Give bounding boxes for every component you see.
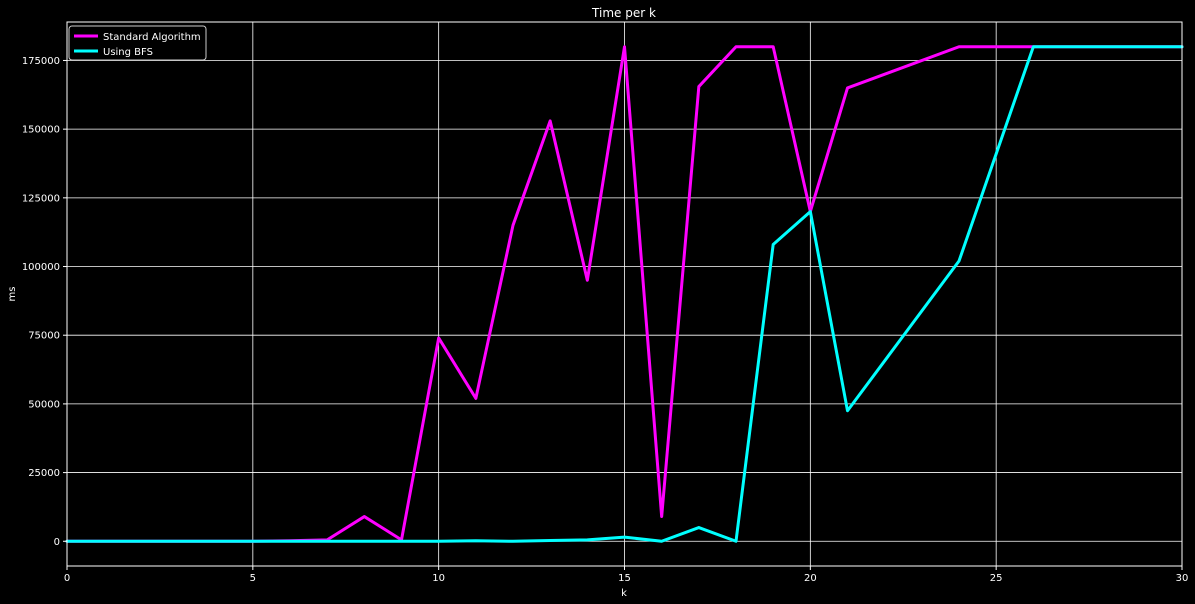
x-ticks: 0 5 10 15 20 25 30 <box>64 566 1189 584</box>
y-tick-label: 175000 <box>22 56 60 67</box>
series-line-using-bfs <box>65 45 1184 543</box>
y-ticks: 0 25000 50000 75000 100000 125000 150000 175000 <box>22 56 67 548</box>
x-tick-label: 15 <box>618 573 631 584</box>
y-tick-label: 75000 <box>28 331 60 342</box>
x-tick-label: 10 <box>432 573 445 584</box>
x-axis-label: k <box>621 588 627 599</box>
legend: Standard Algorithm Using BFS <box>68 25 207 61</box>
y-axis-label: ms <box>7 287 18 302</box>
x-tick-label: 0 <box>64 573 70 584</box>
chart-title: Time per k <box>591 6 656 20</box>
grid <box>66 22 1183 566</box>
x-tick-label: 20 <box>804 573 817 584</box>
x-tick-label: 25 <box>990 573 1003 584</box>
legend-box <box>68 25 207 61</box>
y-tick-label: 0 <box>54 537 60 548</box>
x-tick-label: 30 <box>1176 573 1189 584</box>
y-tick-label: 50000 <box>28 399 60 410</box>
legend-label-standard-algorithm: Standard Algorithm <box>103 32 201 43</box>
legend-label-using-bfs: Using BFS <box>103 47 153 58</box>
y-tick-label: 150000 <box>22 125 60 136</box>
y-tick-label: 125000 <box>22 193 60 204</box>
y-tick-label: 25000 <box>28 468 60 479</box>
y-tick-label: 100000 <box>22 262 60 273</box>
series-lines <box>65 45 1184 543</box>
x-tick-label: 5 <box>250 573 256 584</box>
